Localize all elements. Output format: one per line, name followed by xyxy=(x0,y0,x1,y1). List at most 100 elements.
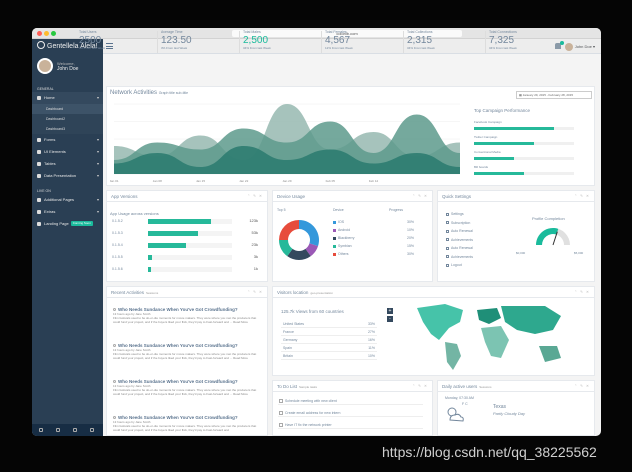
sidebar-item-home[interactable]: Home ▾ xyxy=(32,92,103,104)
section-live-on: LIVE ON xyxy=(37,189,51,193)
donut-slice[interactable] xyxy=(279,220,299,240)
sidebar-subitem-dashboard3[interactable]: Dashboard3 xyxy=(32,124,103,134)
panel-tools-icons[interactable]: ⌃ ✎ ✕ xyxy=(412,384,428,388)
todo-item[interactable]: Schedule meeting with new client xyxy=(278,397,423,405)
power-icon[interactable] xyxy=(90,428,94,432)
visitor-country: Spain xyxy=(283,346,292,350)
brand[interactable]: Gentellela Alela! xyxy=(32,39,103,54)
minimize-window-button[interactable] xyxy=(44,31,49,36)
date-range-picker[interactable]: ▦ January 29, 2015 - February 28, 2015 xyxy=(516,91,592,99)
quick-settings-header: Quick Settings ⌃ ✎ ✕ xyxy=(438,191,594,202)
donut-slice[interactable] xyxy=(279,240,293,257)
visitor-row: United States 33% xyxy=(281,320,377,328)
visitor-row: Germany 16% xyxy=(281,336,377,344)
panel-tools-icons[interactable]: ⌃ ✎ ✕ xyxy=(574,194,590,198)
watermark: https://blog.csdn.net/qq_38225562 xyxy=(382,444,597,460)
todo-checkbox[interactable] xyxy=(279,411,283,415)
stat-tile: Average Time 123.50 3% From last Week xyxy=(157,30,237,56)
panel-tools-icons[interactable]: ⌃ ✎ ✕ xyxy=(574,290,590,294)
map-australia[interactable] xyxy=(539,346,561,362)
weather-units: F C xyxy=(462,402,468,406)
weather-desc: Partly Cloudy Day xyxy=(493,411,526,416)
sidebar-item-data-presentation[interactable]: Data Presentation ▾ xyxy=(32,170,103,182)
maximize-window-button[interactable] xyxy=(51,31,56,36)
sidebar-item-landing-page[interactable]: Landing Page Coming Soon xyxy=(32,218,103,230)
gauge-max: $5,000 xyxy=(574,251,584,255)
device-label: Symbian xyxy=(338,244,352,248)
map-south-america[interactable] xyxy=(445,342,461,370)
stat-tile: Total Females 4,567 12% From last Week xyxy=(321,30,401,56)
gear-icon[interactable] xyxy=(39,428,43,432)
version-progress-bar xyxy=(148,231,199,236)
eye-slash-icon[interactable] xyxy=(73,428,77,432)
fullscreen-icon[interactable] xyxy=(56,428,60,432)
map-north-america[interactable] xyxy=(417,304,463,340)
donut-slice[interactable] xyxy=(305,243,319,257)
sidebar-subitem-dashboard[interactable]: Dashboard xyxy=(32,104,103,114)
tile-divider xyxy=(321,31,322,53)
quick-setting-link[interactable]: Auto Renewal xyxy=(446,229,473,233)
setting-icon xyxy=(446,212,449,216)
panel-tools-icons[interactable]: ⌃ ✎ ✕ xyxy=(247,290,263,294)
map-zoom-out-button[interactable]: - xyxy=(387,316,393,322)
section-general: GENERAL xyxy=(37,87,54,91)
donut-slice[interactable] xyxy=(287,248,311,260)
todo-checkbox[interactable] xyxy=(279,423,283,427)
sidebar-item-ui-elements[interactable]: UI Elements ▾ xyxy=(32,146,103,158)
visitor-value: 10% xyxy=(367,354,375,358)
activity-title[interactable]: Who Needs Sundance When You've Got Crowd… xyxy=(118,415,238,420)
todo-label: Schedule meeting with new client xyxy=(285,399,337,403)
user-menu[interactable]: John Doe ▾ xyxy=(564,42,595,51)
donut-slice[interactable] xyxy=(299,220,319,247)
quick-setting-link[interactable]: Auto Renewal xyxy=(446,246,473,250)
campaign-progress-track xyxy=(474,157,574,160)
todo-item[interactable]: Create email address for new intern xyxy=(278,409,423,417)
sidebar-item-forms[interactable]: Forms ▾ xyxy=(32,134,103,146)
activity-title[interactable]: Who Needs Sundance When You've Got Crowd… xyxy=(118,379,238,384)
browser-titlebar: colorlib.com xyxy=(32,28,601,39)
device-legend-item: Others xyxy=(333,252,349,256)
panel-tools-icons[interactable]: ⌃ ✎ ✕ xyxy=(247,194,263,198)
version-label: 0.1.5.2 xyxy=(112,219,123,223)
map-zoom-in-button[interactable]: + xyxy=(387,308,393,314)
activity-title[interactable]: Who Needs Sundance When You've Got Crowd… xyxy=(118,307,238,312)
todo-checkbox[interactable] xyxy=(279,399,283,403)
sidebar-item-tables[interactable]: Tables ▾ xyxy=(32,158,103,170)
avatar[interactable] xyxy=(37,58,53,74)
quick-setting-link[interactable]: Subscription xyxy=(446,221,470,225)
map-europe[interactable] xyxy=(477,308,501,324)
activity-title[interactable]: Who Needs Sundance When You've Got Crowd… xyxy=(118,343,238,348)
address-bar[interactable]: colorlib.com xyxy=(232,30,462,37)
chevron-down-icon: ▾ xyxy=(96,161,99,166)
version-value: 3k xyxy=(253,254,258,259)
version-value: 123k xyxy=(249,218,258,223)
sidebar-item-label: Home xyxy=(44,95,55,100)
panel-tools-icons[interactable]: ⌃ ✎ ✕ xyxy=(574,384,590,388)
menu-toggle-icon[interactable] xyxy=(106,43,113,49)
close-window-button[interactable] xyxy=(37,31,42,36)
quick-setting-link[interactable]: Logout xyxy=(446,263,462,267)
sidebar-item-label: Extras xyxy=(44,209,56,214)
x-tick-label: Jan 22 xyxy=(239,179,248,183)
setting-icon xyxy=(446,246,449,250)
tile-divider xyxy=(485,31,486,53)
world-map[interactable] xyxy=(405,300,570,372)
sidebar-item-extras[interactable]: Extras ▾ xyxy=(32,206,103,218)
quick-setting-link[interactable]: Achievements xyxy=(446,255,473,259)
map-africa[interactable] xyxy=(481,326,509,358)
todo-item[interactable]: Have IT fix the network printer xyxy=(278,421,423,429)
panel-tools-icons[interactable]: ⌃ ✎ ✕ xyxy=(412,194,428,198)
quick-setting-link[interactable]: Achievements xyxy=(446,238,473,242)
activity-body: Film festivals used to be do-or-die mome… xyxy=(113,352,257,360)
app-versions-subtitle: App Usage across versions xyxy=(110,211,159,216)
sidebar-subitem-dashboard2[interactable]: Dashboard2 xyxy=(32,114,103,124)
bell-icon[interactable] xyxy=(555,41,564,49)
tile-bottom: 3% From last Week xyxy=(161,46,188,50)
user-menu-name: John Doe xyxy=(574,44,592,49)
map-asia[interactable] xyxy=(501,306,561,334)
sidebar-item-additional-pages[interactable]: Additional Pages ▾ xyxy=(32,194,103,206)
quick-setting-link[interactable]: Settings xyxy=(446,212,464,216)
activity-body: Film festivals used to be do-or-die mome… xyxy=(113,424,257,432)
edit-icon xyxy=(37,138,41,142)
device-legend-item: Blackberry xyxy=(333,236,355,240)
